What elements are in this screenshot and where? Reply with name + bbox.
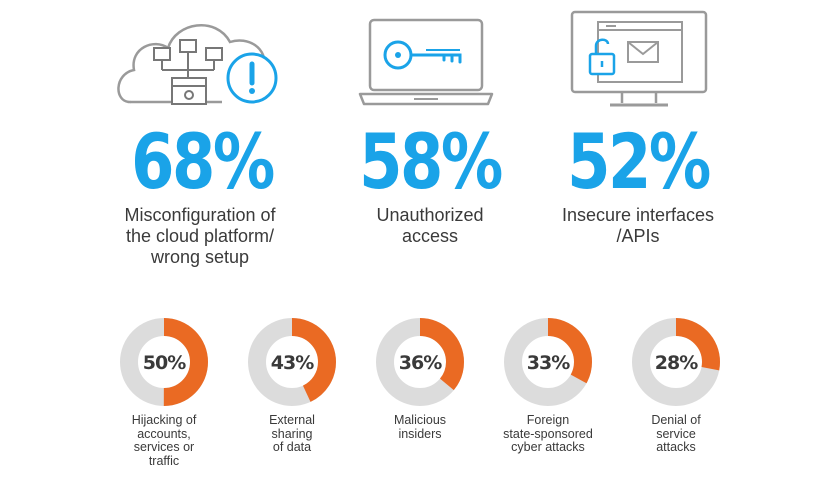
donut-value: 50% xyxy=(143,352,186,374)
donut-slice xyxy=(248,318,336,406)
cloud-network-warning-icon xyxy=(117,24,278,105)
donut-slice xyxy=(504,318,592,406)
donut-3: 36% xyxy=(376,318,464,406)
donut-value: 36% xyxy=(399,352,442,374)
donut-value: 33% xyxy=(527,352,570,374)
donut-slice xyxy=(376,318,464,406)
donut-slice xyxy=(120,318,208,406)
donut-5: 28% xyxy=(632,318,720,406)
donut-4: 33% xyxy=(504,318,592,406)
donut-slice xyxy=(632,318,720,406)
stat-value-3: 52% xyxy=(567,117,711,206)
donut-label-2: External sharing of data xyxy=(269,413,315,454)
donut-value: 43% xyxy=(271,352,314,374)
donut-value: 28% xyxy=(655,352,698,374)
donut-label-1: Hijacking of accounts, services or traff… xyxy=(131,413,197,468)
donut-label-4: Foreign state-sponsored cyber attacks xyxy=(503,413,593,454)
stat-value-1: 68% xyxy=(131,117,275,206)
donut-label-5: Denial of service attacks xyxy=(651,413,701,454)
donut-2: 43% xyxy=(248,318,336,406)
monitor-lock-mail-icon xyxy=(570,10,708,107)
stat-label-3: Insecure interfaces /APIs xyxy=(561,205,715,246)
donut-1: 50% xyxy=(120,318,208,406)
stat-label-1: Misconfiguration of the cloud platform/ … xyxy=(124,205,276,267)
laptop-key-icon xyxy=(358,18,494,106)
donut-label-3: Malicious insiders xyxy=(393,413,447,441)
stat-value-2: 58% xyxy=(359,117,503,206)
stat-label-2: Unauthorized access xyxy=(376,205,484,246)
